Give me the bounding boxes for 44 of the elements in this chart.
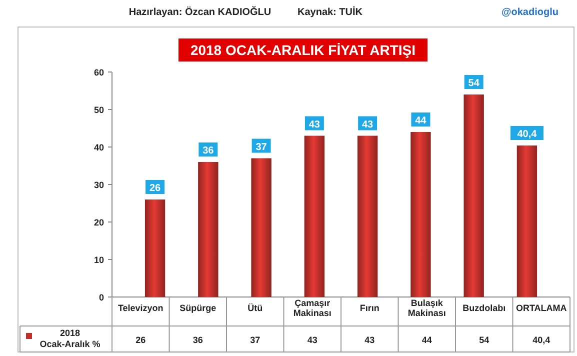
data-label: 26 — [136, 335, 146, 345]
y-tick-label: 40 — [94, 142, 104, 152]
x-tick-label: Buzdolabı — [462, 303, 506, 313]
bar — [357, 136, 378, 297]
bar — [251, 158, 272, 297]
bar — [516, 146, 538, 297]
bar — [464, 94, 484, 297]
x-tick-label: Bulaşık Makinası — [408, 298, 446, 318]
x-tick-label: Fırın — [360, 303, 380, 313]
bar — [304, 136, 325, 297]
x-tick-label: Ütü — [248, 303, 263, 313]
x-tick-label: Çamaşır Makinası — [293, 298, 332, 318]
data-label: 37 — [250, 335, 260, 345]
text: 54 — [468, 78, 480, 89]
text: 43 — [362, 119, 374, 130]
text: Kaynak: TUİK — [297, 6, 364, 18]
y-tick-label: 20 — [94, 218, 104, 228]
bar — [198, 162, 218, 297]
data-label: 44 — [422, 335, 432, 345]
y-tick-label: 0 — [98, 292, 104, 302]
data-label: 36 — [192, 335, 203, 345]
data-label: 54 — [479, 335, 490, 345]
bar — [410, 132, 431, 297]
bar — [144, 200, 166, 297]
text: 26 — [149, 183, 161, 194]
data-label: 40,4 — [532, 335, 550, 345]
x-tick-label: ORTALAMA — [516, 303, 568, 313]
x-tick-label: Süpürge — [180, 303, 216, 313]
text: @okadioglu — [502, 7, 558, 18]
y-tick-label: 10 — [94, 255, 104, 265]
x-tick-label: Televizyon — [118, 303, 164, 313]
chart-title: 2018 OCAK-ARALIK FİYAT ARTIŞI — [190, 42, 416, 58]
text: 40,4 — [517, 129, 537, 140]
text: 2018 Ocak-Aralık % — [40, 328, 100, 349]
text: 36 — [202, 146, 214, 156]
y-tick-label: 30 — [94, 180, 104, 190]
text: Hazırlayan: Özcan KADIOĞLU — [128, 6, 272, 18]
y-tick-label: 50 — [94, 105, 104, 115]
y-tick-label: 60 — [94, 68, 104, 78]
text: 43 — [308, 119, 320, 130]
data-label: 43 — [364, 335, 375, 345]
data-label: 43 — [307, 335, 318, 345]
text: 44 — [415, 116, 426, 126]
text: 37 — [256, 142, 267, 153]
